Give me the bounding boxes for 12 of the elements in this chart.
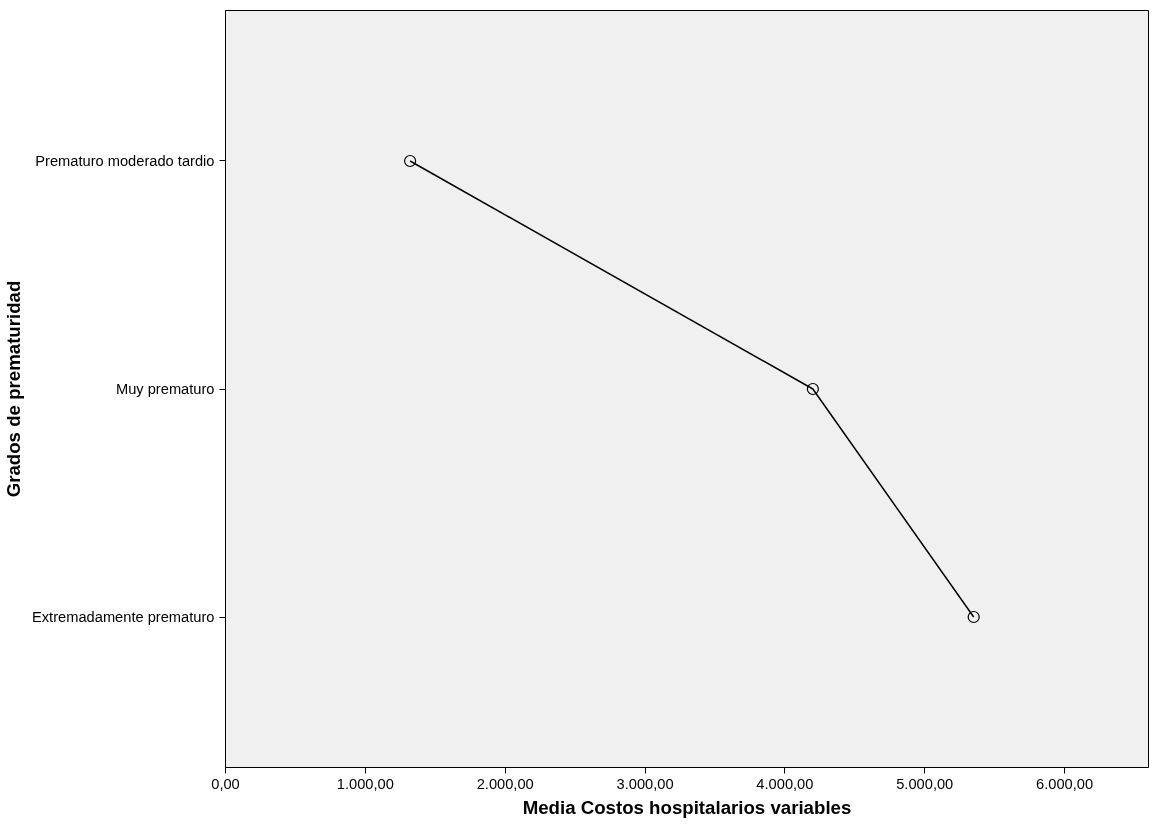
x-tick-label: 3.000,00 xyxy=(616,775,674,792)
y-tick-label: Muy prematuro xyxy=(115,381,215,397)
y-axis-title: Grados de prematuridad xyxy=(3,280,25,498)
x-tick-label: 6.000,00 xyxy=(1036,775,1094,792)
x-tick-label: 5.000,00 xyxy=(896,775,954,792)
x-tick-label: 1.000,00 xyxy=(336,775,394,792)
x-tick-label: 0,00 xyxy=(211,775,240,792)
y-tick-label: Prematuro moderado tardio xyxy=(35,152,215,169)
x-axis-title: Media Costos hospitalarios variables xyxy=(522,796,852,818)
x-tick-label: 4.000,00 xyxy=(756,775,814,792)
y-tick-label: Extremadamente prematuro xyxy=(32,609,215,626)
x-tick-label: 2.000,00 xyxy=(476,775,534,792)
